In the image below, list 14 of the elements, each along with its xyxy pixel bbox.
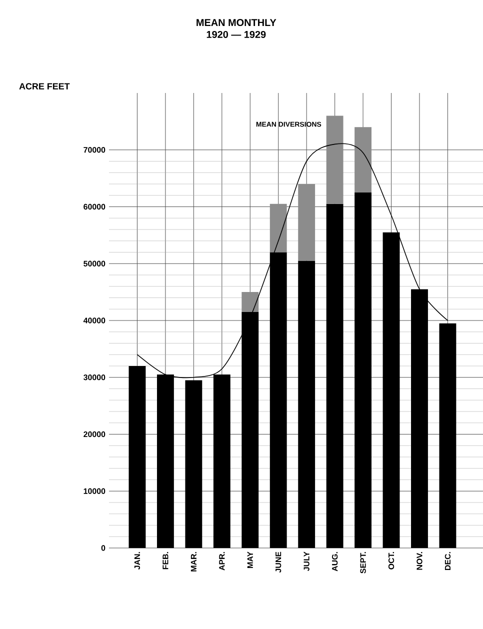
bar — [270, 204, 287, 252]
y-axis-title: ACRE FEET — [19, 83, 70, 90]
bar — [242, 292, 259, 312]
bar — [298, 184, 316, 261]
chart-subtitle: 1920 — 1929 — [206, 30, 266, 38]
bar — [439, 323, 456, 548]
bar — [326, 116, 344, 204]
bar — [298, 260, 316, 548]
bar — [326, 204, 344, 548]
bar — [185, 380, 202, 548]
bar — [354, 192, 372, 548]
bar — [354, 127, 372, 193]
bar — [128, 366, 146, 548]
chart-title: MEAN MONTHLY — [196, 18, 276, 26]
